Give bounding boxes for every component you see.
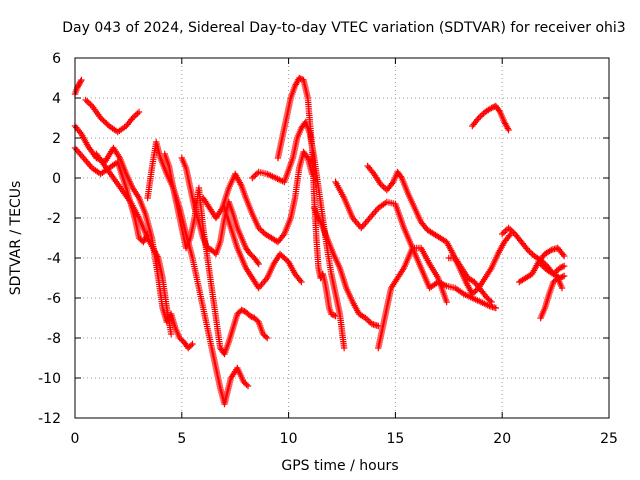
data-point [329, 311, 336, 318]
data-point [556, 264, 564, 272]
data-point [558, 284, 566, 292]
data-point [262, 333, 270, 340]
data-point [204, 244, 211, 252]
data-point [560, 252, 568, 260]
data-point [328, 310, 335, 318]
y-tick-label: -6 [47, 291, 61, 307]
series-arc-5 [93, 150, 175, 338]
series-arc-9 [199, 148, 316, 246]
data-point [248, 313, 255, 320]
data-point [296, 74, 303, 82]
data-point [298, 278, 305, 286]
data-point [135, 108, 143, 116]
y-tick-label: -12 [38, 411, 61, 427]
data-point [488, 298, 495, 306]
data-point [488, 104, 495, 112]
data-point [495, 107, 503, 114]
data-point [332, 312, 339, 320]
data-point [254, 317, 261, 324]
series-arc-21 [537, 274, 566, 322]
series-arc-8 [178, 154, 262, 268]
x-tick-label: 10 [280, 431, 298, 447]
y-tick-label: -2 [47, 211, 61, 227]
x-tick-label: 20 [493, 431, 511, 447]
data-point [297, 75, 304, 82]
y-tick-label: -8 [47, 331, 61, 347]
data-point [244, 382, 252, 390]
series-arc-14 [332, 178, 499, 312]
x-axis-label: GPS time / hours [281, 458, 398, 474]
grid-lines [75, 58, 609, 418]
series-arc-13 [311, 204, 382, 330]
y-tick-label: 6 [52, 51, 61, 67]
data-point [330, 312, 338, 319]
y-tick-label: 0 [52, 171, 61, 187]
y-tick-label: -10 [38, 371, 61, 387]
data-point [558, 264, 565, 271]
data-point [492, 304, 499, 312]
data-point [559, 273, 566, 280]
series-arc-16 [375, 244, 450, 352]
axis-ticks [74, 57, 610, 419]
series-arc-20 [516, 244, 568, 286]
data-point [189, 340, 196, 348]
y-tick-label: -4 [47, 251, 61, 267]
data-point [505, 126, 512, 134]
data-point [486, 297, 494, 304]
series-arc-18 [469, 102, 512, 134]
x-tick-label: 0 [71, 431, 80, 447]
data-point [77, 78, 84, 85]
data-point [78, 76, 85, 84]
plot-frame [74, 57, 610, 419]
data-point [246, 312, 254, 320]
data-point [443, 298, 450, 306]
data-marks [71, 74, 568, 408]
series-arc-6 [144, 138, 252, 408]
data-point [167, 330, 175, 338]
x-tick-labels: 0 5 10 15 20 25 [71, 431, 618, 447]
y-tick-label: 2 [52, 131, 61, 147]
series-arc-17 [445, 254, 495, 306]
x-tick-label: 5 [177, 431, 186, 447]
data-point [397, 173, 404, 180]
series-arc-22 [537, 260, 568, 278]
x-tick-label: 25 [600, 431, 618, 447]
data-point [187, 342, 195, 349]
y-axis-label: SDTVAR / TECUs [8, 181, 24, 296]
x-tick-label: 15 [386, 431, 404, 447]
data-point [264, 334, 271, 342]
y-tick-label: 4 [52, 91, 61, 107]
y-tick-labels: -12 -10 -8 -6 -4 -2 0 2 4 6 [38, 51, 61, 427]
series-arc-15 [364, 162, 514, 298]
data-point [303, 153, 310, 160]
data-point [254, 259, 261, 266]
series-arc-10 [221, 204, 305, 292]
data-point [255, 260, 262, 268]
data-point [205, 245, 213, 252]
data-point [560, 262, 568, 270]
data-point [238, 306, 245, 314]
data-point [559, 263, 566, 270]
series-arc-3 [82, 96, 143, 136]
series-arc-7 [161, 150, 271, 358]
data-point [239, 307, 247, 314]
data-point [243, 381, 250, 388]
data-point [560, 272, 568, 280]
series-arc-2 [71, 122, 196, 352]
chart-title: Day 043 of 2024, Sidereal Day-to-day VTE… [62, 20, 625, 36]
data-point [340, 344, 348, 352]
